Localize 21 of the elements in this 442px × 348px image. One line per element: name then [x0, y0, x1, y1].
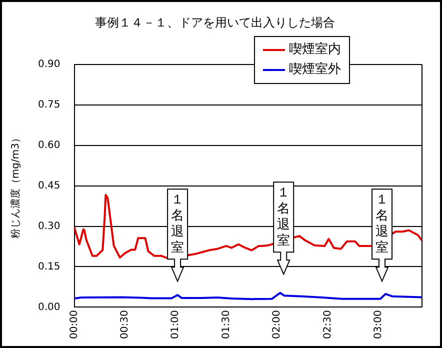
chart-title: 事例１４－１、ドアを用いて出入りした場合 [95, 15, 335, 30]
legend-label: 喫煙室内 [289, 41, 341, 60]
x-tick-label: 01:30 [220, 310, 232, 340]
x-tick-label: 03:00 [373, 310, 384, 340]
y-tick-label: 0.45 [38, 180, 60, 192]
annotation: １名退室 [376, 192, 389, 256]
y-tick-label: 0.60 [38, 140, 60, 151]
x-tick-label: 02:00 [272, 310, 283, 340]
y-tick-label: 0.30 [38, 220, 60, 232]
x-tick-label: 02:30 [322, 310, 334, 340]
y-tick-label: 0.90 [38, 58, 60, 70]
x-tick-label: 01:00 [170, 310, 182, 340]
x-tick-label: 00:30 [120, 310, 131, 340]
legend-label: 喫煙室外 [289, 61, 341, 80]
y-tick-label: 0.75 [38, 99, 60, 110]
annotation: １名退室 [277, 186, 290, 249]
x-tick-label: 00:00 [68, 310, 80, 340]
y-axis-title: 粉じん濃度（mg/m3） [10, 133, 22, 239]
y-tick-label: 0.00 [38, 302, 60, 313]
y-tick-label: 0.15 [38, 261, 60, 272]
annotation: １名退室 [171, 192, 184, 256]
